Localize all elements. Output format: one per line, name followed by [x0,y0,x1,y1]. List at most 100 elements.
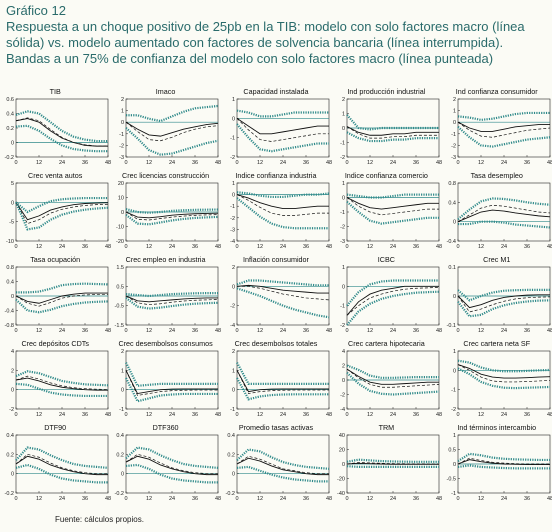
series-band-lower [456,299,550,318]
series-band-upper [15,196,108,214]
y-tick-label: -2 [230,304,235,310]
x-tick-label: 24 [59,496,65,502]
series-solid [346,368,440,385]
x-tick-label: 12 [146,160,152,166]
y-tick-label: 20 [339,448,345,454]
x-tick-label: 36 [82,244,88,250]
series-dashed [15,375,109,391]
panel-0: TIB 0.6 0.4 0.2 0 -0.2 0 12 24 36 48 [0,85,112,169]
series-band-upper [456,288,550,302]
x-tick-label: 48 [326,244,332,250]
y-tick-label: 0.4 [227,433,235,439]
panel-5: Crec venta autos 5 0 -5 -10 0 12 24 36 48 [0,169,111,253]
plot-frame [346,182,440,242]
y-tick-label: 0 [453,120,456,126]
series-band-upper [126,208,219,214]
panel-13: ICBC 1 0 -1 -2 0 12 24 36 48 [331,253,442,337]
series-band-upper [16,282,109,294]
plot-frame [457,98,550,158]
y-tick-label: 0.6 [6,97,14,103]
x-tick-label: 36 [82,328,88,334]
y-tick-label: 1 [342,181,345,187]
x-tick-label: 48 [105,328,111,334]
y-tick-label: -1 [230,407,235,413]
series-band-lower [346,290,440,326]
x-tick-label: 48 [326,496,332,502]
y-tick-label: -20 [337,477,345,483]
x-tick-label: 48 [326,328,332,334]
x-tick-label: 48 [547,328,552,334]
series-dashed [457,121,550,138]
y-tick-label: 4 [342,349,345,355]
series-band-upper [346,279,440,307]
x-tick-label: 12 [36,160,42,166]
panel-title: TRM [378,423,395,432]
x-tick-label: 24 [501,412,507,418]
y-tick-label: 0.4 [6,433,14,439]
series-band-lower [235,123,329,153]
plot-frame [236,350,330,410]
series-dashed [126,295,219,306]
x-tick-label: 0 [125,412,128,418]
x-tick-label: 48 [215,328,221,334]
panel-title: Crec desembolsos consumos [118,339,213,348]
panel-7: Indice confianza industria 1 0 -1 -2 -3 -4 0 12 2… [221,169,332,253]
panel-svg: 0.10-0.10 12 24 36 48 [446,265,552,334]
panel-16: Crec desembolsos consumos 2 1 0 -1 0 12 24 36 48 [110,337,221,421]
x-tick-label: 12 [478,160,484,166]
y-tick-label: 0.8 [448,181,456,187]
x-tick-label: 24 [501,496,507,502]
panel-title: Promedio tasas activas [238,423,314,432]
series-dashed [236,194,329,216]
series-solid [15,377,108,391]
x-tick-label: 24 [169,160,175,166]
series-dashed [126,370,219,396]
x-tick-label: 0 [14,412,17,418]
plot-frame [236,266,330,326]
series-band-upper [15,370,109,387]
y-tick-label: -3 [340,239,345,245]
series-dashed [346,197,440,216]
series-solid [15,455,108,476]
x-tick-label: 36 [303,160,309,166]
y-tick-label: 2 [342,97,345,103]
x-tick-label: 36 [524,244,530,250]
x-tick-label: 48 [436,412,442,418]
series-band-lower [457,220,550,229]
series-solid [15,292,108,304]
panel-9: Tasa desempleo 0.8 0.4 0 -0.4 0 12 24 36 48 [442,169,552,253]
series-band-lower [236,465,329,483]
x-tick-label: 24 [390,328,396,334]
plot-frame [236,434,330,494]
panel-title: Crec licencias construcción [122,171,210,180]
panel-title: Crec empleo en industria [125,255,206,264]
x-tick-label: 36 [524,328,530,334]
y-tick-label: 2 [232,265,235,271]
series-band-upper [125,446,219,469]
x-tick-label: 24 [280,244,286,250]
y-tick-label: 0 [121,472,124,478]
x-tick-label: 36 [192,496,198,502]
x-tick-label: 24 [501,328,507,334]
panel-20: DTF90 0.4 0.2 0 -0.2 0 12 24 36 48 [0,421,112,505]
x-tick-label: 48 [436,244,442,250]
series-band-lower [347,465,440,469]
x-tick-label: 48 [215,496,221,502]
y-tick-label: -1 [120,407,125,413]
y-tick-label: -20 [116,239,124,245]
x-tick-label: 24 [390,496,396,502]
x-tick-label: 24 [59,244,65,250]
x-tick-label: 12 [367,244,373,250]
series-dashed [346,126,440,139]
x-tick-label: 12 [257,244,263,250]
y-tick-label: 1 [121,109,124,115]
series-dashed [15,294,108,307]
panel-svg: 20-2-40 12 24 36 48 [230,265,332,334]
x-tick-label: 12 [257,328,263,334]
series-band-lower [457,464,550,470]
panel-svg: 1.5 0.5 -0.5 -1.50 12 24 36 48 [115,265,222,334]
x-tick-label: 24 [59,328,65,334]
panel-23: TRM 40 20 0 -20 -40 0 12 24 36 48 [331,421,442,505]
x-tick-label: 36 [524,160,530,166]
panel-title: Ind términos intercambio [457,423,537,432]
